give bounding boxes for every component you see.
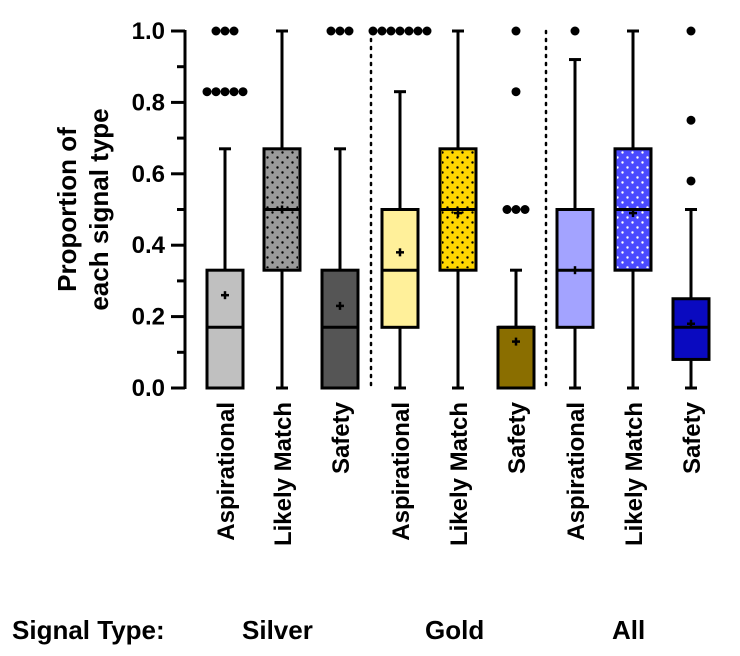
x-tick-label: Safety	[679, 401, 706, 474]
x-tick-label: Likely Match	[446, 402, 473, 546]
outlier-point	[422, 26, 432, 36]
box-likely-match	[262, 29, 302, 390]
x-tick-label: Aspirational	[563, 402, 590, 541]
outlier-point	[570, 26, 580, 36]
outlier-point	[229, 26, 239, 36]
outlier-point	[220, 26, 230, 36]
outlier-point	[511, 26, 521, 36]
outlier-point	[326, 26, 336, 36]
outlier-point	[344, 26, 354, 36]
x-tick-label: Likely Match	[270, 402, 297, 546]
x-tick-label: Safety	[328, 401, 355, 474]
outlier-point	[211, 26, 221, 36]
box-likely-match	[613, 29, 653, 390]
outlier-point	[238, 87, 248, 97]
box-body	[205, 268, 245, 390]
outlier-point	[511, 205, 521, 214]
group-label-silver: Silver	[242, 615, 313, 645]
outlier-point	[202, 87, 212, 97]
y-axis-title-line: each signal type	[84, 108, 114, 310]
x-tick-label: Aspirational	[213, 402, 240, 541]
outlier-point	[335, 26, 345, 36]
box-body	[380, 208, 420, 329]
y-tick-label: 0.4	[132, 232, 166, 259]
box-likely-match	[438, 29, 478, 390]
box-series	[202, 26, 711, 390]
box-safety	[671, 26, 711, 390]
outlier-point	[511, 87, 521, 97]
outlier-point	[377, 26, 387, 36]
outlier-point	[395, 26, 405, 36]
outlier-point	[686, 176, 696, 186]
y-tick-label: 0.0	[132, 375, 165, 402]
group-separators	[369, 29, 548, 390]
box-body	[320, 268, 360, 390]
box-safety	[320, 26, 360, 390]
box-body	[671, 297, 711, 361]
box-aspirational	[368, 26, 432, 390]
x-axis-tick-labels: Aspirational Likely Match Safety Aspiration…	[213, 401, 706, 546]
box-aspirational	[202, 26, 248, 390]
y-axis-title: Proportion ofeach signal type	[52, 108, 114, 310]
y-tick-label: 0.6	[132, 161, 165, 188]
group-axis: Signal Type: Silver Gold All	[0, 605, 740, 655]
outlier-point	[211, 87, 221, 97]
group-axis-title: Signal Type:	[12, 615, 165, 645]
y-axis-title-line: Proportion of	[52, 127, 82, 292]
outlier-point	[404, 26, 414, 36]
y-axis: 0.0 0.2 0.4 0.6 0.8 1.0	[132, 18, 187, 402]
x-tick-label: Safety	[504, 401, 531, 474]
outlier-point	[413, 26, 423, 36]
y-tick-label: 0.2	[132, 304, 165, 331]
outlier-point	[229, 87, 239, 97]
x-tick-label: Aspirational	[388, 402, 415, 541]
outlier-point	[686, 115, 696, 125]
box-safety	[496, 26, 536, 390]
box-plot-chart: 0.0 0.2 0.4 0.6 0.8 1.0 Aspirational Likely Ma…	[52, 18, 711, 546]
outlier-point	[220, 87, 230, 97]
group-label-all: All	[612, 615, 646, 645]
x-tick-label: Likely Match	[621, 402, 648, 546]
box-aspirational	[555, 26, 595, 390]
group-label-gold: Gold	[425, 615, 485, 645]
y-tick-label: 0.8	[132, 89, 165, 116]
outlier-point	[520, 205, 530, 214]
box-body	[496, 325, 536, 390]
outlier-point	[686, 26, 696, 36]
y-tick-label: 1.0	[132, 18, 165, 45]
outlier-point	[368, 26, 378, 36]
outlier-point	[386, 26, 396, 36]
outlier-point	[502, 205, 512, 214]
